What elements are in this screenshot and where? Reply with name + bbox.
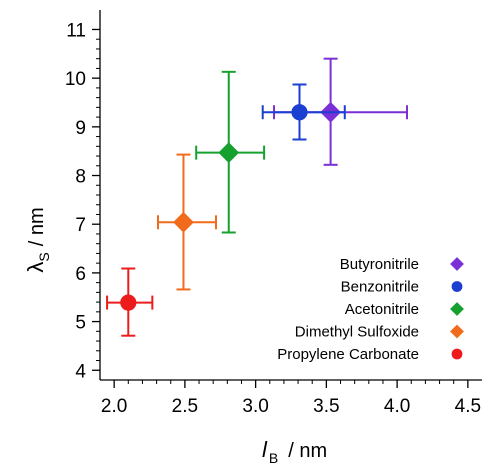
- x-tick-label: 4.0: [384, 396, 410, 417]
- data-marker: [291, 104, 308, 121]
- x-tick-label: 2.5: [172, 396, 198, 417]
- x-tick-label: 3.0: [242, 396, 268, 417]
- x-tick-label: 3.5: [313, 396, 339, 417]
- x-tick-label: 2.0: [101, 396, 127, 417]
- y-tick-label: 7: [75, 215, 86, 236]
- y-tick-label: 5: [75, 313, 86, 334]
- legend-item: Propylene Carbonate: [277, 346, 463, 363]
- y-tick-label: 10: [65, 69, 86, 90]
- legend: Butyronitrile Benzonitrile Acetonitrile Dim…: [277, 256, 464, 363]
- legend-marker: [451, 348, 463, 360]
- data-marker: [120, 294, 137, 311]
- data-marker: [218, 142, 240, 163]
- x-tick-label: 4.5: [455, 396, 481, 417]
- y-tick-label: 11: [66, 20, 86, 41]
- x-axis-label: l B / nm: [262, 437, 327, 464]
- legend-label: Dimethyl Sulfoxide: [295, 324, 419, 341]
- legend-label: Propylene Carbonate: [277, 346, 419, 363]
- y-tick-label: 4: [75, 361, 86, 382]
- legend-item: Dimethyl Sulfoxide: [295, 324, 464, 341]
- axes: [99, 10, 482, 381]
- y-axis-ticks: 4 5 6 7 8 9 10 11: [65, 20, 100, 382]
- legend-label: Butyronitrile: [340, 256, 419, 273]
- series-point: [195, 70, 266, 234]
- legend-marker: [450, 324, 464, 339]
- series-point: [157, 153, 218, 291]
- data-points: [106, 57, 409, 337]
- y-axis-label: λS/ nm: [23, 207, 52, 272]
- legend-item: Benzonitrile: [341, 279, 463, 296]
- series-point: [106, 267, 154, 337]
- legend-label: Acetonitrile: [345, 301, 419, 318]
- series-point: [261, 83, 346, 141]
- legend-item: Acetonitrile: [345, 301, 464, 318]
- y-tick-label: 8: [75, 167, 86, 188]
- y-tick-label: 9: [75, 118, 86, 139]
- x-axis-ticks: 2.0 2.5 3.0 3.5 4.0 4.5: [101, 380, 481, 417]
- legend-item: Butyronitrile: [340, 256, 464, 273]
- legend-marker: [450, 257, 464, 271]
- data-marker: [173, 211, 194, 233]
- legend-marker: [451, 281, 463, 292]
- y-tick-label: 6: [75, 264, 86, 285]
- legend-marker: [450, 302, 464, 316]
- legend-label: Benzonitrile: [341, 279, 419, 296]
